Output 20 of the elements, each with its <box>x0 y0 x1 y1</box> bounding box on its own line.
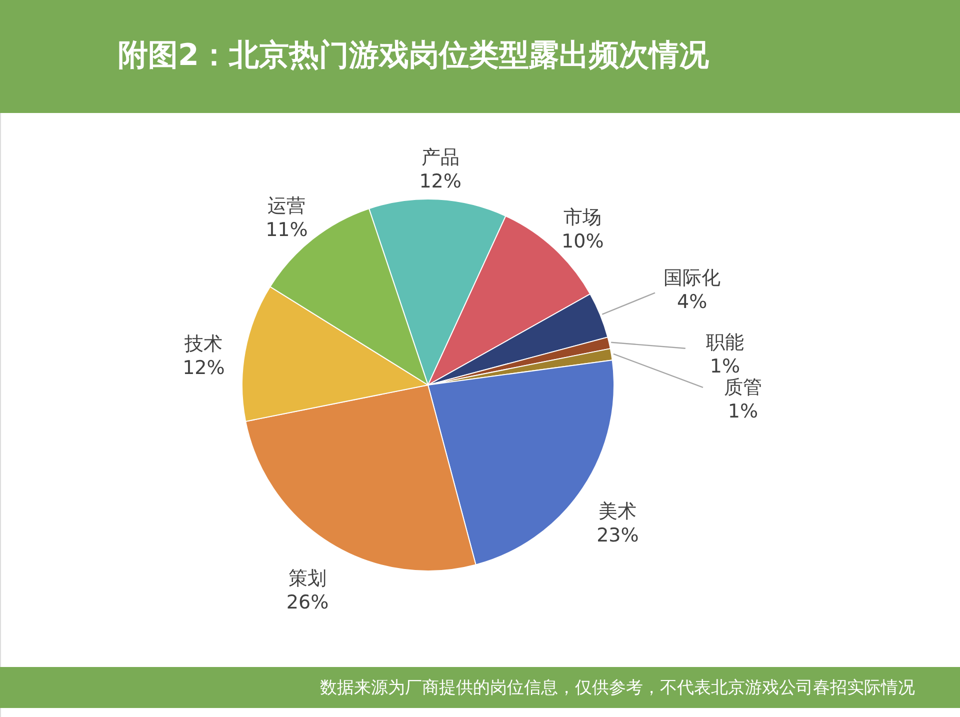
slice-label: 职能 <box>706 332 744 354</box>
data-label: 26% <box>286 592 329 614</box>
slice-label: 策划 <box>288 568 327 590</box>
slice-label: 产品 <box>421 146 460 168</box>
data-label: 23% <box>596 524 639 547</box>
slice-label: 美术 <box>598 500 637 523</box>
slice-label: 技术 <box>184 333 223 356</box>
data-label: 12% <box>182 357 225 380</box>
data-label: 10% <box>562 230 604 252</box>
data-label: 1% <box>710 356 740 378</box>
chart-title: 附图2：北京热门游戏岗位类型露出频次情况 <box>118 38 710 73</box>
slice-label: 质管 <box>724 376 762 399</box>
data-label: 4% <box>676 290 708 313</box>
data-label: 12% <box>419 170 462 192</box>
slice-label: 市场 <box>564 206 602 228</box>
slice-label: 运营 <box>268 195 306 218</box>
data-label: 1% <box>728 400 758 423</box>
data-label: 11% <box>266 219 308 242</box>
slice-label: 国际化 <box>664 266 721 289</box>
text: 数据来源为厂商提供的岗位信息，仅供参考，不代表北京游戏公司春招实际情况 <box>320 678 915 698</box>
